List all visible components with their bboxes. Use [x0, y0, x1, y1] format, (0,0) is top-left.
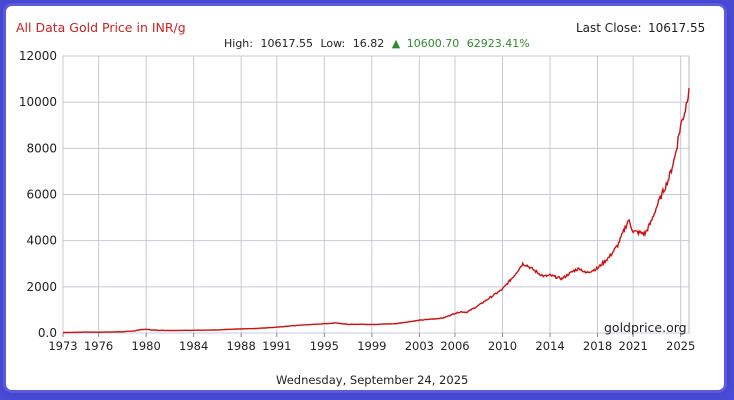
gold-price-chart: All Data Gold Price in INR/g Last Close:…	[16, 20, 705, 387]
change-arrow-icon: ▲	[392, 37, 401, 50]
x-tick-label: 2014	[535, 339, 564, 353]
x-tick-label: 2018	[583, 339, 612, 353]
chart-title: All Data Gold Price in INR/g	[16, 20, 186, 35]
y-tick-label: 10000	[19, 95, 57, 109]
last-close-value: 10617.55	[648, 21, 705, 35]
x-tick-label: 2010	[488, 339, 517, 353]
x-tick-label: 2021	[619, 339, 648, 353]
low-value: 16.82	[353, 37, 385, 50]
y-axis: 0.0 2000 4000 6000 8000 10000 12000	[19, 49, 57, 340]
y-tick-label: 12000	[19, 49, 57, 63]
x-tick-label: 1984	[179, 339, 208, 353]
change-percent: 62923.41%	[467, 37, 530, 50]
chart-frame: All Data Gold Price in INR/g Last Close:…	[6, 6, 724, 390]
x-tick-label: 1999	[357, 339, 386, 353]
stats-line: High: 10617.55 Low: 16.82 ▲ 10600.70 629…	[224, 37, 530, 50]
high-label: High:	[224, 37, 253, 50]
x-tick-label: 1988	[227, 339, 256, 353]
date-caption: Wednesday, September 24, 2025	[276, 373, 468, 387]
watermark: goldprice.org	[604, 320, 687, 335]
series-line	[63, 87, 690, 334]
grid	[62, 55, 690, 334]
x-tick-label: 1991	[262, 339, 291, 353]
y-tick-label: 0.0	[38, 326, 57, 340]
x-tick-label: 2003	[405, 339, 434, 353]
y-tick-label: 2000	[26, 280, 57, 294]
x-tick-label: 1995	[310, 339, 339, 353]
y-tick-label: 6000	[26, 188, 57, 202]
y-tick-label: 4000	[26, 234, 57, 248]
change-value: 10600.70	[407, 37, 460, 50]
x-tick-label: 2006	[440, 339, 469, 353]
x-tick-label: 2025	[666, 339, 695, 353]
x-tick-label: 1976	[84, 339, 113, 353]
x-tick-label: 1980	[132, 339, 161, 353]
x-axis: 1973 1976 1980 1984 1988 1991 1995 1999 2003 2006…	[48, 333, 695, 353]
y-tick-label: 8000	[26, 141, 57, 155]
low-label: Low:	[321, 37, 346, 50]
x-tick-label: 1973	[48, 339, 77, 353]
last-close-label: Last Close:	[576, 21, 642, 35]
high-value: 10617.55	[261, 37, 314, 50]
